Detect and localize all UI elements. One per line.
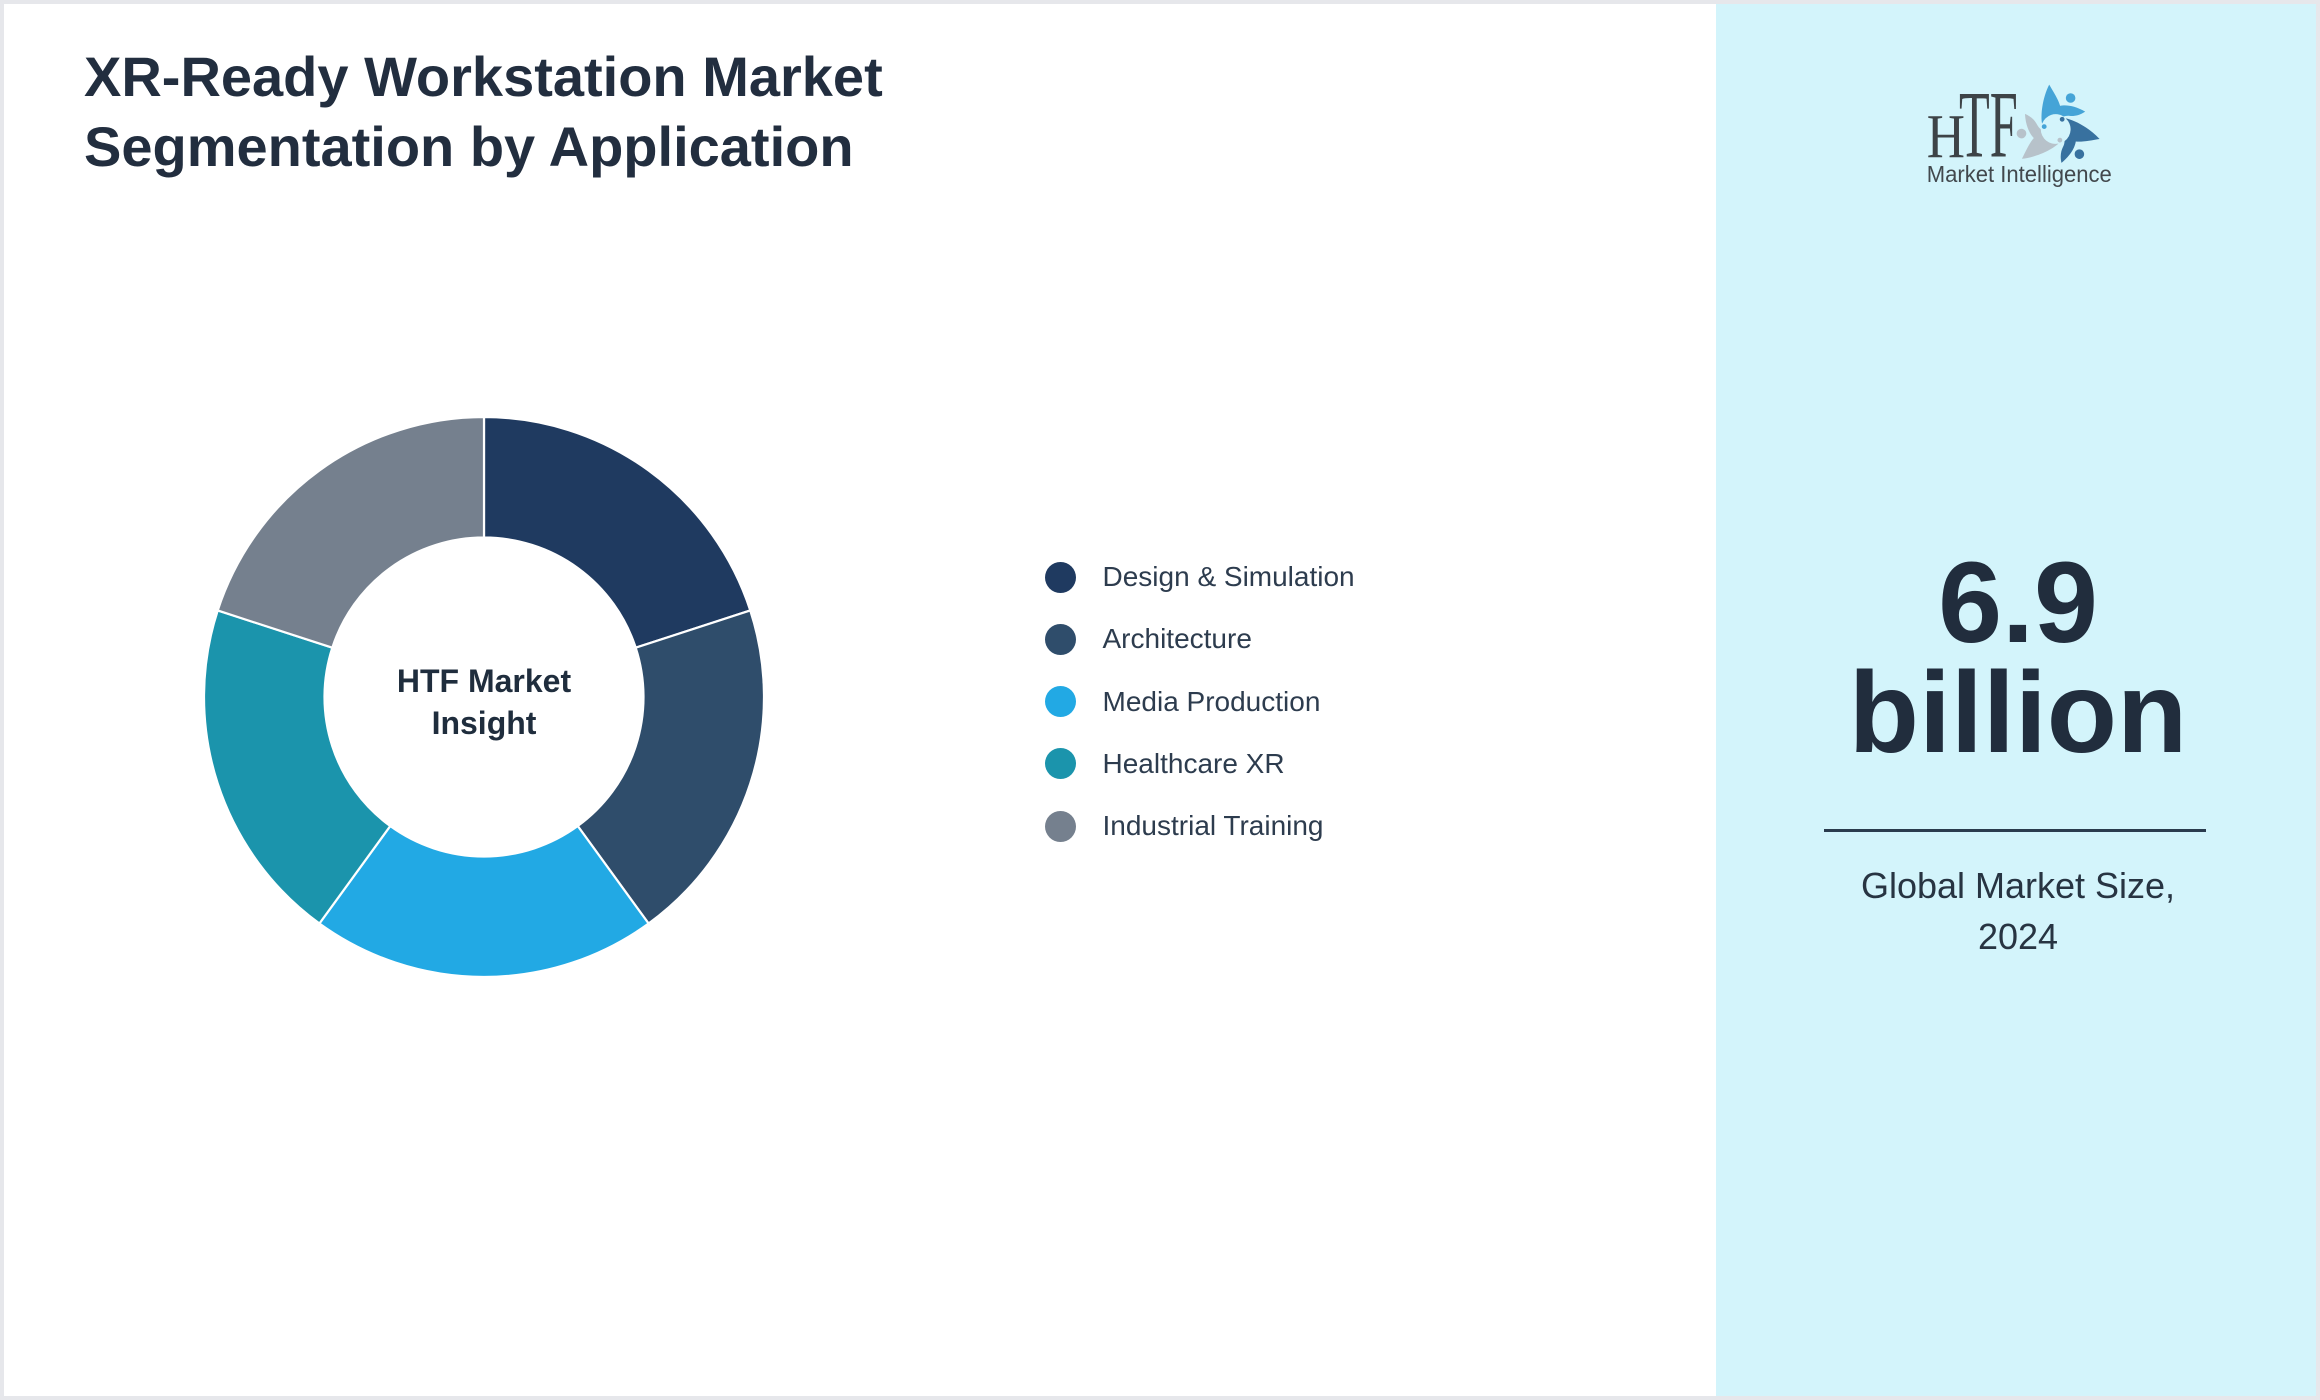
svg-text:H: H bbox=[1927, 101, 1965, 171]
svg-text:Market Intelligence: Market Intelligence bbox=[1927, 161, 2112, 187]
svg-text:TF: TF bbox=[1959, 78, 2018, 178]
